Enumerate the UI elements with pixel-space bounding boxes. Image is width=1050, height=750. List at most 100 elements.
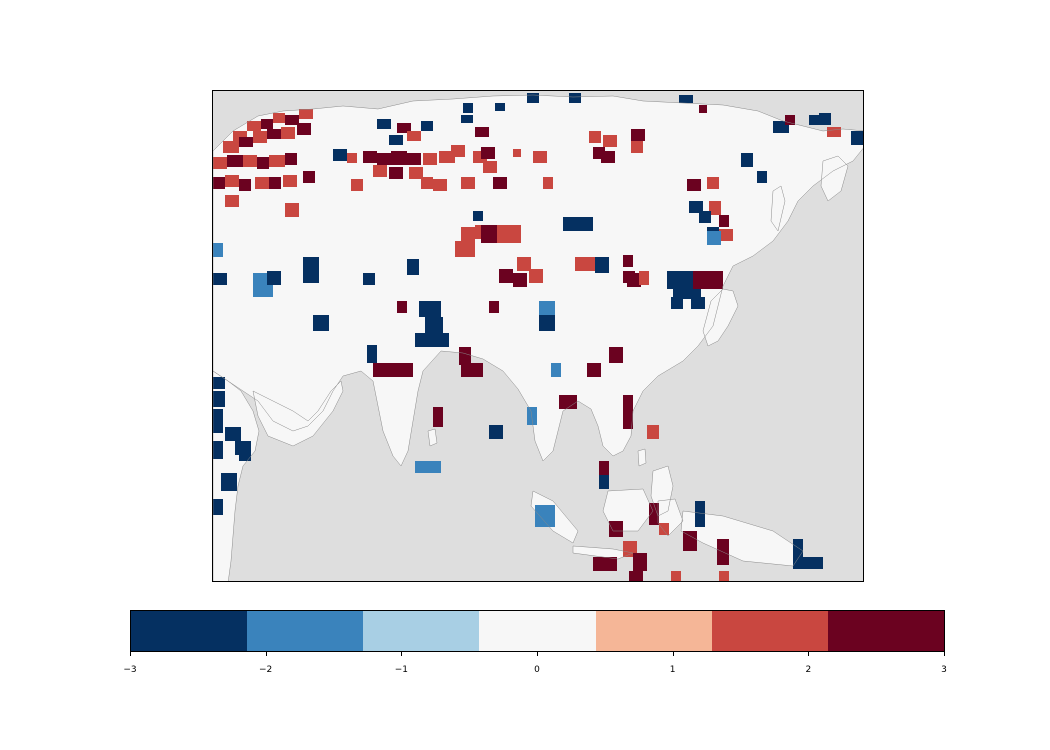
anomaly-cell (407, 259, 419, 275)
colorbar-tick-label: 0 (534, 665, 540, 675)
anomaly-cell (409, 167, 423, 179)
anomaly-cell (629, 571, 643, 581)
anomaly-cell (699, 211, 711, 223)
anomaly-cell (213, 391, 225, 407)
anomaly-cell (433, 179, 447, 191)
anomaly-cell (419, 301, 441, 317)
anomaly-cell (827, 127, 841, 137)
anomaly-cell (273, 113, 285, 123)
anomaly-cell (407, 153, 421, 165)
anomaly-cell (671, 297, 683, 309)
anomaly-cell (623, 395, 633, 429)
sumatra-coastline (530, 490, 579, 544)
anomaly-cell (389, 135, 403, 145)
anomaly-cell (455, 241, 475, 257)
anomaly-cell (261, 119, 273, 129)
anomaly-cell (695, 501, 705, 527)
anomaly-cell (267, 271, 281, 285)
anomaly-cell (373, 363, 413, 377)
anomaly-cell (481, 225, 497, 243)
taiwan-land (638, 449, 646, 466)
colorbar (130, 610, 945, 652)
anomaly-cell (513, 149, 521, 157)
colorbar-swatch-3 (479, 611, 596, 651)
colorbar-ticks: −3 −2 −1 0 1 2 3 (123, 652, 947, 682)
anomaly-cell (397, 123, 411, 133)
anomaly-cell (213, 409, 223, 433)
anomaly-cell (213, 441, 223, 459)
anomaly-cell (535, 505, 555, 527)
anomaly-cell (269, 177, 281, 189)
africa-coastline (213, 370, 260, 581)
anomaly-cell (223, 141, 239, 153)
anomaly-cell (333, 149, 347, 161)
anomaly-cell (481, 147, 495, 159)
anomaly-cell (707, 231, 721, 245)
anomaly-cell (559, 395, 577, 409)
anomaly-cell (719, 215, 729, 227)
anomaly-cell (851, 131, 863, 145)
anomaly-cell (423, 153, 437, 165)
anomaly-cell (569, 93, 581, 103)
anomaly-cell (649, 503, 659, 525)
anomaly-cell (239, 441, 251, 461)
colorbar-swatch-1 (247, 611, 364, 651)
anomaly-cell (213, 377, 225, 389)
anomaly-cell (533, 151, 547, 163)
anomaly-cell (489, 301, 499, 313)
anomaly-cell (421, 121, 433, 131)
anomaly-cell (593, 557, 617, 571)
taiwan-coastline (637, 448, 647, 467)
anomaly-cell (575, 257, 595, 271)
anomaly-cell (603, 135, 617, 147)
anomaly-cell (517, 257, 531, 271)
anomaly-cell (499, 269, 513, 283)
newguinea-coastline (680, 510, 804, 567)
eurasia-coastline (213, 94, 863, 467)
anomaly-cell (407, 131, 421, 141)
anomaly-cell (373, 165, 387, 177)
anomaly-cell (433, 407, 443, 427)
anomaly-cell (551, 363, 561, 377)
anomaly-cell (213, 273, 227, 285)
colorbar-swatch-4 (595, 611, 712, 651)
anomaly-cell (529, 269, 543, 283)
anomaly-cell (709, 201, 721, 215)
anomaly-cell (623, 271, 635, 283)
anomaly-cell (527, 93, 539, 103)
anomaly-cell (225, 195, 239, 207)
anomaly-cell (631, 141, 643, 153)
anomaly-cell (587, 363, 601, 377)
srilanka-land (428, 429, 437, 446)
japan-land (703, 289, 738, 346)
arabia-coastline (252, 380, 344, 447)
anomaly-cell (483, 161, 497, 173)
anomaly-cell (367, 345, 377, 363)
borneo-coastline (602, 488, 654, 532)
anomaly-cell (389, 167, 403, 179)
anomaly-cell (299, 109, 313, 119)
anomaly-cell (513, 273, 527, 287)
colorbar-tick (672, 652, 674, 656)
anomaly-cell (687, 179, 701, 191)
java-coastline (572, 545, 634, 560)
anomaly-cell (793, 557, 823, 569)
anomaly-cell (793, 539, 803, 559)
colorbar-tick (130, 652, 131, 656)
anomaly-cell (785, 115, 795, 125)
anomaly-cell (647, 425, 659, 439)
anomaly-cell (497, 225, 521, 243)
anomaly-cell (257, 157, 269, 169)
anomaly-cell (247, 121, 261, 131)
anomaly-cell (303, 257, 319, 283)
anomaly-cell (689, 201, 703, 213)
anomaly-cell (659, 523, 669, 535)
colorbar-tick (537, 652, 538, 656)
anomaly-cell (451, 145, 465, 157)
anomaly-cell (527, 407, 537, 425)
anomaly-cell (425, 317, 443, 333)
anomaly-cell (809, 115, 819, 125)
anomaly-cell (461, 363, 483, 377)
colorbar-tick-label: −1 (394, 665, 408, 675)
anomaly-cell (599, 475, 609, 489)
